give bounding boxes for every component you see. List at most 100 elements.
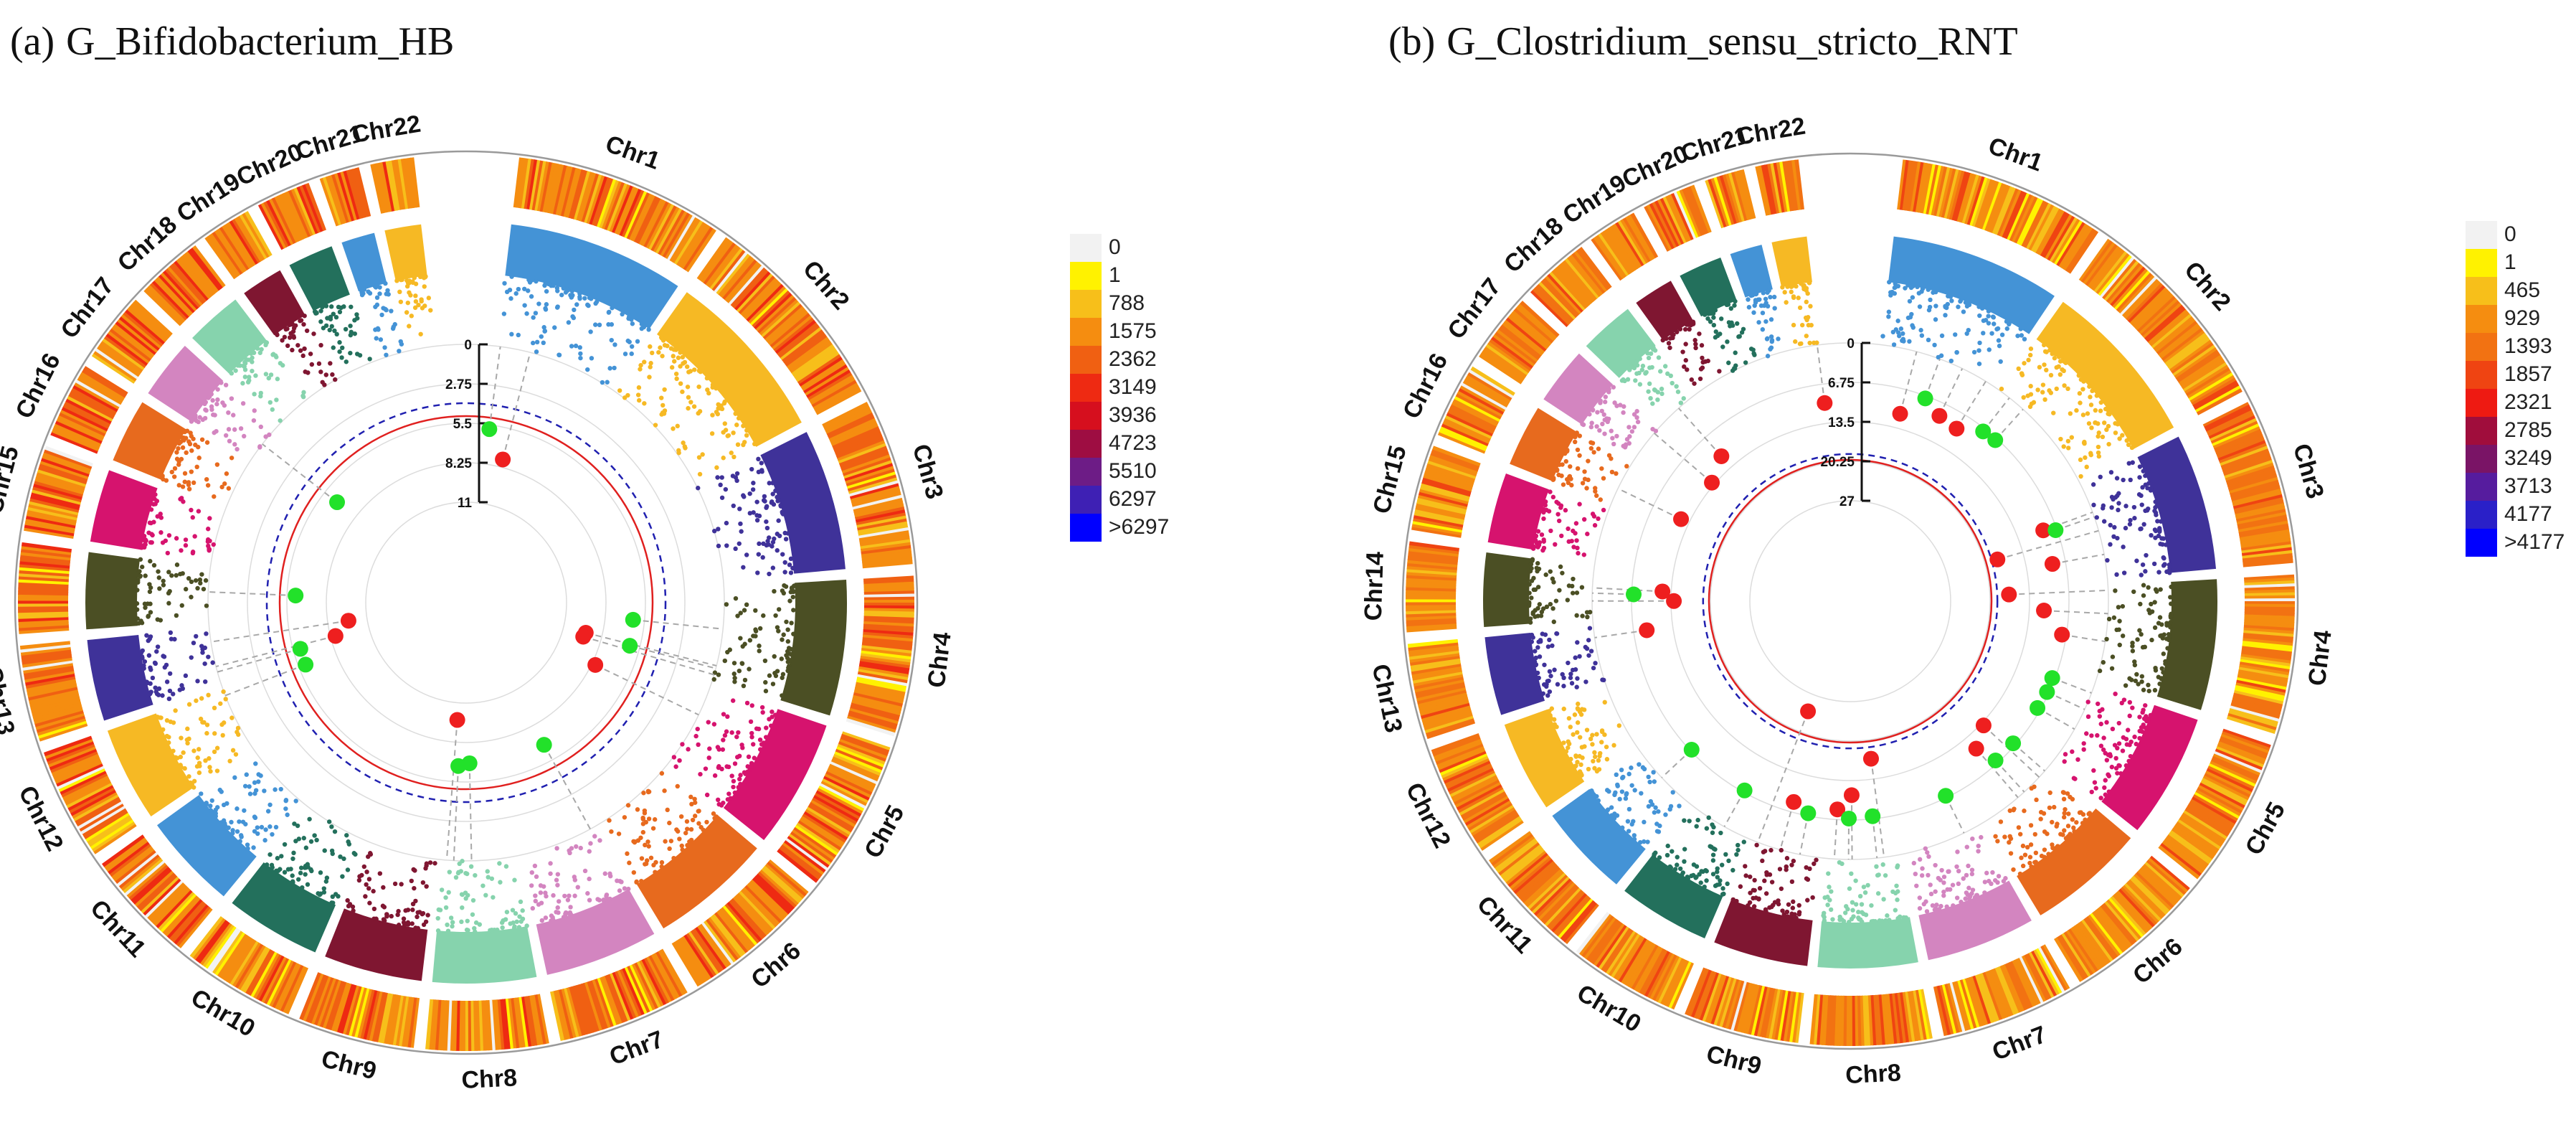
snp-point xyxy=(732,675,737,681)
snp-point xyxy=(1914,883,1919,888)
snp-point xyxy=(593,322,598,327)
snp-point xyxy=(1826,871,1831,876)
density-bin xyxy=(158,273,196,314)
chromosome-label: Chr7 xyxy=(606,1025,668,1070)
snp-point xyxy=(693,800,698,805)
density-bin xyxy=(653,207,681,253)
snp-point xyxy=(1846,920,1852,925)
snp-point xyxy=(1810,895,1815,900)
density-bin xyxy=(1413,517,1463,530)
density-bin xyxy=(1416,687,1467,702)
density-bin xyxy=(515,997,526,1048)
density-bin xyxy=(840,448,889,470)
snp-point xyxy=(1954,895,1960,900)
snp-point xyxy=(715,745,721,750)
snp-point xyxy=(574,844,579,849)
snp-point xyxy=(2019,855,2024,860)
snp-point xyxy=(640,829,646,835)
density-bin xyxy=(2220,736,2268,758)
snp-point xyxy=(1682,859,1687,864)
density-bin xyxy=(247,950,275,996)
density-bin xyxy=(1690,969,1712,1018)
snp-point xyxy=(1859,902,1865,907)
snp-point xyxy=(194,464,199,470)
snp-point xyxy=(1948,358,1954,364)
snp-point xyxy=(1856,910,1861,915)
snp-point xyxy=(302,314,307,319)
density-bin xyxy=(1425,717,1474,737)
snp-point xyxy=(721,456,726,461)
snp-point xyxy=(278,418,283,423)
density-bin xyxy=(1573,250,1608,293)
density-bin xyxy=(851,699,901,717)
threshold-line xyxy=(278,415,654,791)
density-bin xyxy=(325,175,345,225)
snp-point xyxy=(754,513,759,518)
snp-point xyxy=(1768,345,1774,350)
density-bin xyxy=(2212,423,2260,447)
density-bin xyxy=(678,223,709,268)
density-bin xyxy=(29,694,80,710)
density-bin xyxy=(2151,314,2192,349)
snp-point xyxy=(2081,440,2087,446)
density-bin xyxy=(1458,387,1505,415)
density-bin xyxy=(1553,267,1590,308)
snp-point xyxy=(337,309,343,315)
snp-point xyxy=(2136,682,2141,687)
snp-point xyxy=(1538,613,1544,618)
density-bin xyxy=(2228,473,2278,492)
snp-point xyxy=(1808,303,1813,309)
snp-point xyxy=(182,479,187,484)
density-bin xyxy=(379,993,394,1044)
density-bin xyxy=(91,352,136,384)
snp-point xyxy=(1784,856,1790,861)
snp-point xyxy=(1578,735,1583,740)
density-bin xyxy=(18,584,69,590)
snp-point xyxy=(1760,327,1766,332)
density-bin xyxy=(2074,924,2106,968)
snp-point xyxy=(710,385,715,390)
snp-point xyxy=(1964,844,1969,849)
density-bin xyxy=(1432,735,1481,757)
snp-point xyxy=(780,512,786,517)
snp-point xyxy=(2103,406,2108,412)
snp-point xyxy=(2110,726,2116,732)
density-bin xyxy=(799,357,843,387)
snp-point xyxy=(1544,604,1550,610)
snp-point xyxy=(328,304,334,309)
snp-point xyxy=(2164,569,2169,575)
density-bin xyxy=(790,831,833,864)
snp-point xyxy=(379,312,384,318)
snp-point xyxy=(183,537,189,542)
track-band xyxy=(289,246,350,311)
density-bin xyxy=(1407,639,1459,649)
snp-point xyxy=(1556,518,1562,524)
snp-point xyxy=(1566,583,1572,588)
snp-point xyxy=(1739,330,1745,335)
snp-point xyxy=(626,316,631,321)
snp-point xyxy=(1851,914,1856,919)
snp-point xyxy=(2162,562,2167,567)
snp-point xyxy=(2037,364,2042,370)
snp-point xyxy=(1989,331,1994,336)
density-bin xyxy=(855,682,906,696)
density-bin xyxy=(50,431,99,454)
legend-swatch xyxy=(1070,262,1102,290)
density-bin xyxy=(1517,303,1558,339)
legend-label: 6297 xyxy=(1109,487,1157,511)
legend-swatch xyxy=(2466,501,2497,529)
snp-point xyxy=(2061,814,2067,820)
density-bin xyxy=(1578,913,1612,956)
snp-point xyxy=(1943,304,1948,310)
density-bin xyxy=(1938,984,1954,1035)
density-bin xyxy=(19,641,71,650)
snp-point xyxy=(548,861,553,866)
density-bin xyxy=(1912,990,1924,1041)
significant-green-point xyxy=(2044,670,2060,687)
density-bin xyxy=(2101,903,2137,944)
snp-point xyxy=(731,784,736,790)
snp-point xyxy=(1893,908,1898,913)
snp-point xyxy=(2089,733,2094,738)
density-bin xyxy=(105,332,148,366)
snp-point xyxy=(2140,485,2145,490)
